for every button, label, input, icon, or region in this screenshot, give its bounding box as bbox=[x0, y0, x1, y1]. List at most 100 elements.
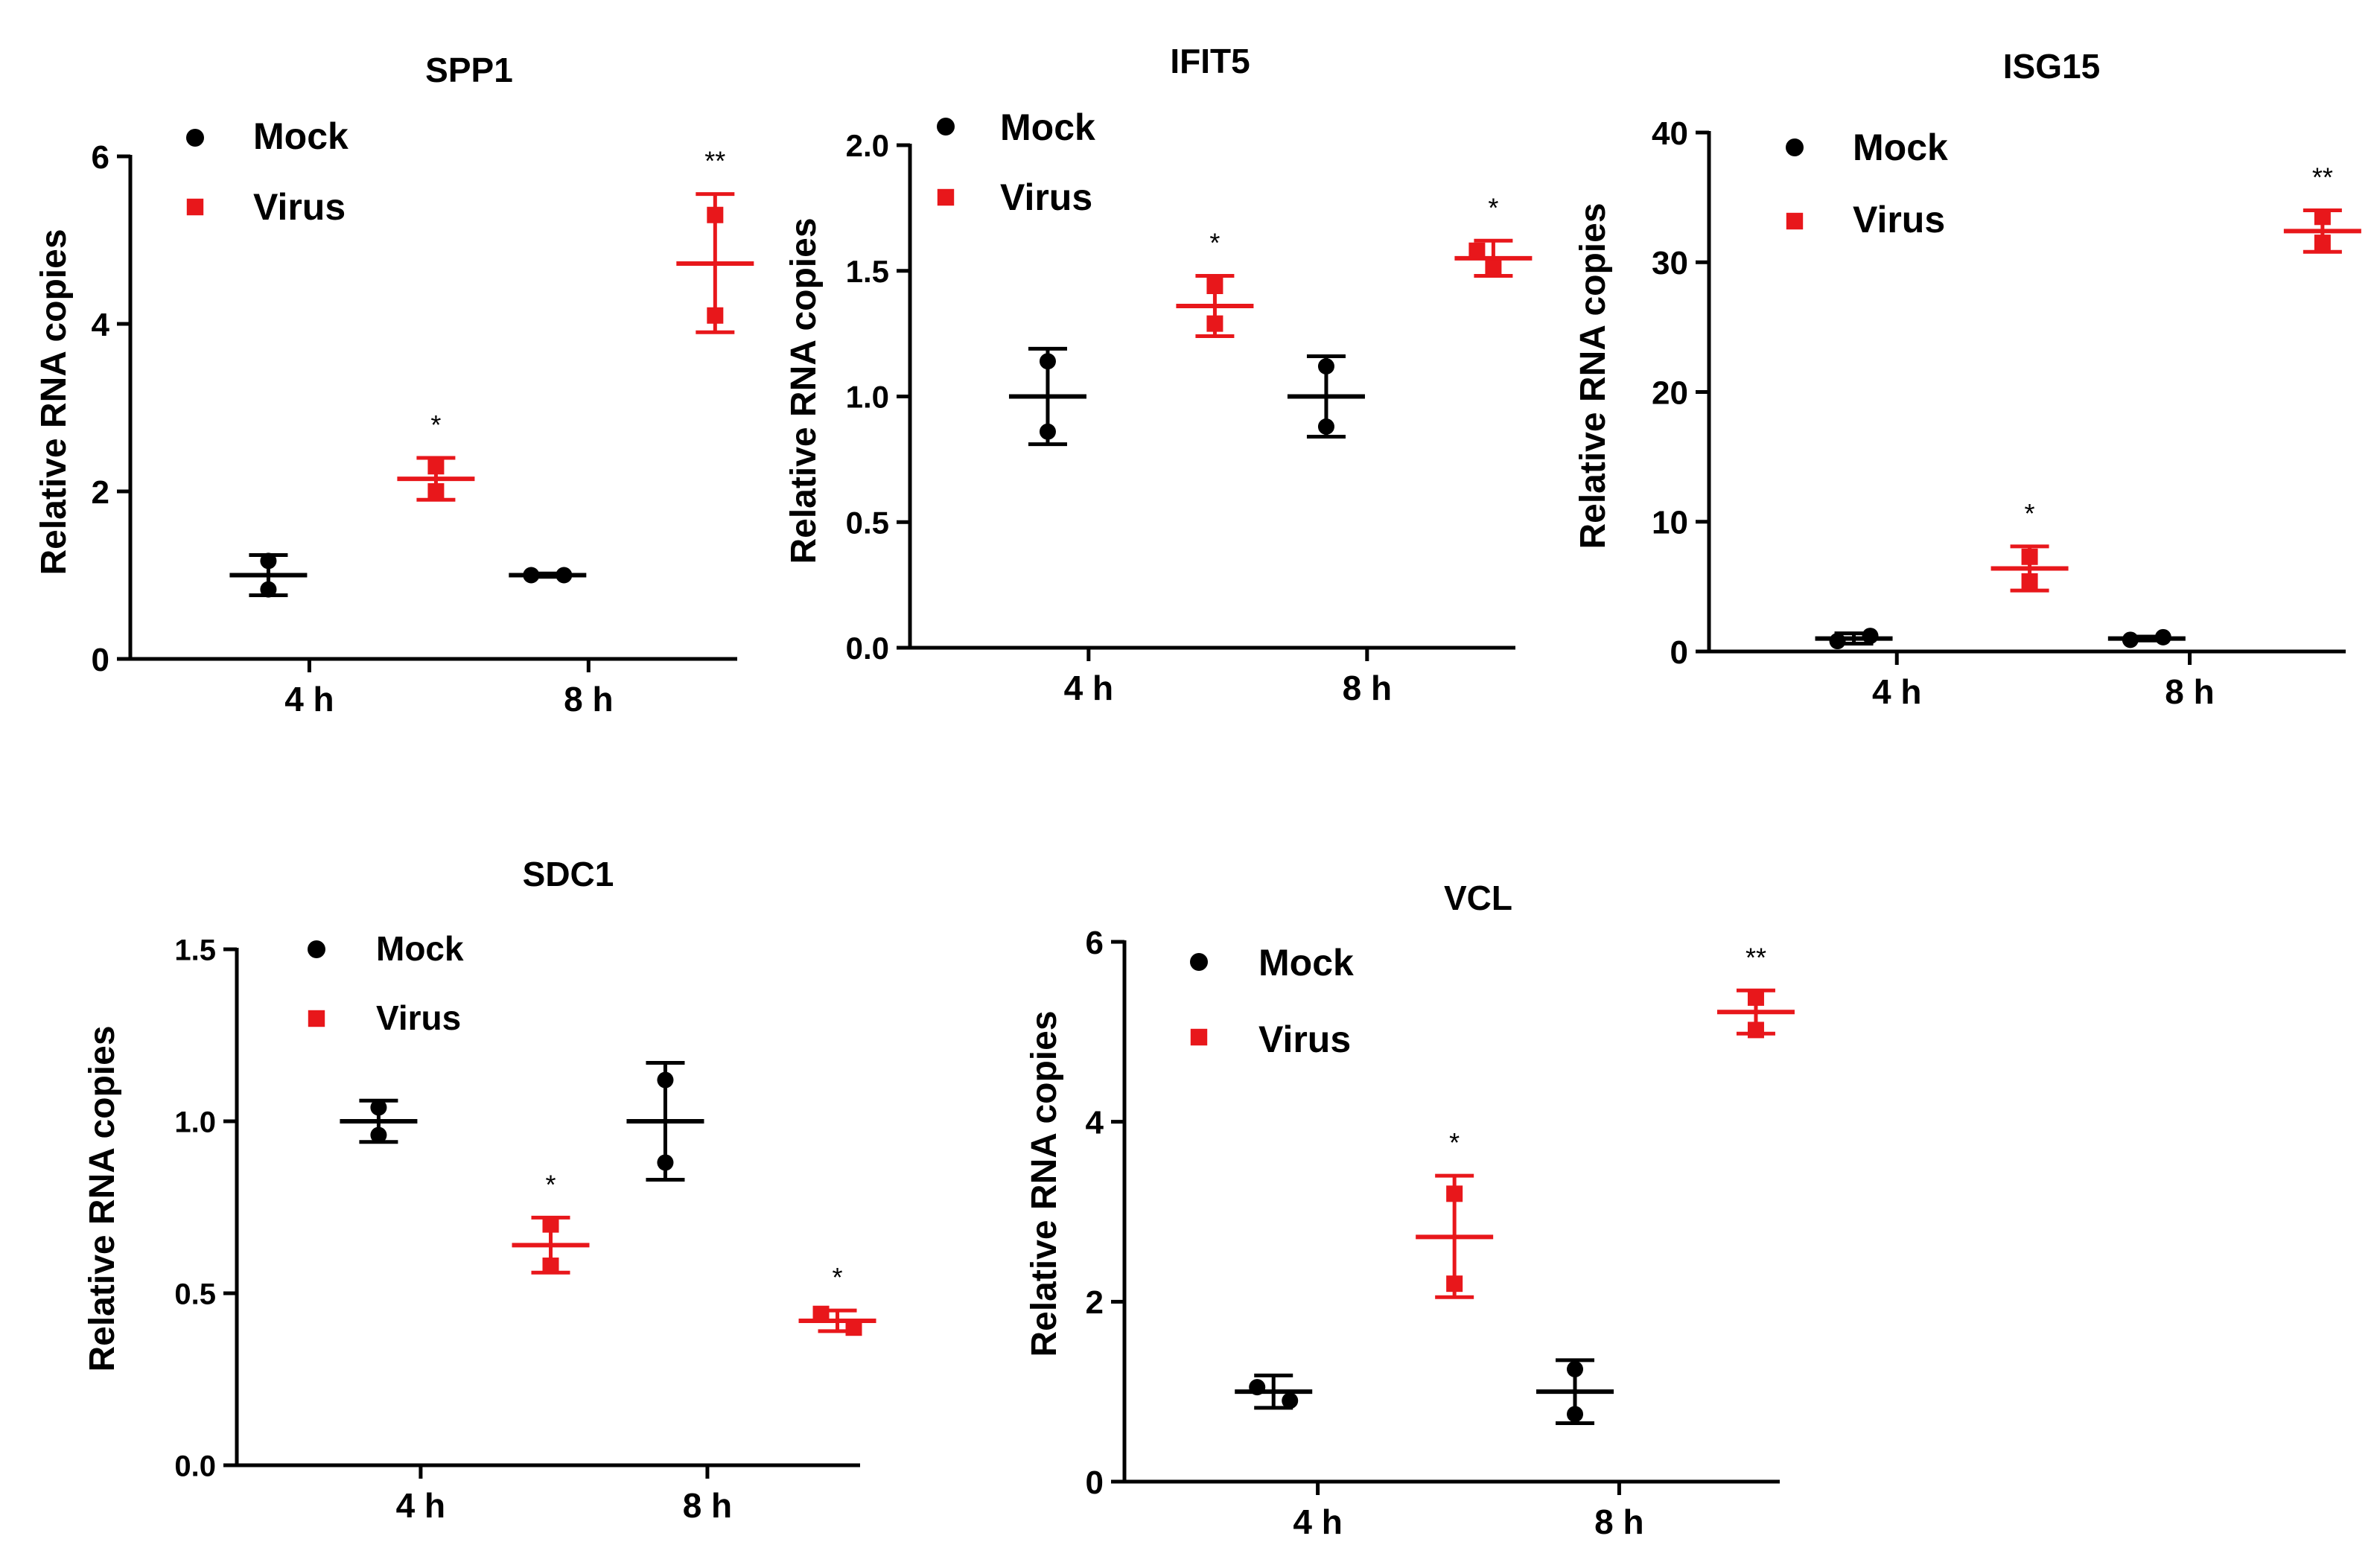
data-point bbox=[1039, 423, 1056, 440]
legend-label-mock: Mock bbox=[1853, 127, 1948, 168]
data-point bbox=[1747, 1022, 1764, 1039]
y-axis-label: Relative RNA copies bbox=[784, 217, 824, 564]
y-tick-label: 10 bbox=[1652, 505, 1688, 541]
significance-label: * bbox=[1488, 192, 1498, 223]
data-point bbox=[1446, 1275, 1463, 1293]
panel-isg15: ISG15 Relative RNA copies Mock Virus 0 10… bbox=[1573, 47, 2361, 711]
legend-label-virus: Virus bbox=[1258, 1019, 1351, 1060]
y-tick-label: 0.0 bbox=[846, 631, 889, 666]
y-tick-label: 1.0 bbox=[846, 380, 889, 415]
data-point bbox=[542, 1258, 559, 1275]
y-tick-label: 6 bbox=[92, 139, 109, 176]
data-point bbox=[1829, 633, 1846, 650]
x-tick-label: 8 h bbox=[683, 1486, 732, 1525]
panel-title: ISG15 bbox=[2003, 47, 2100, 86]
y-tick-label: 30 bbox=[1652, 245, 1688, 281]
legend-marker-mock bbox=[308, 940, 325, 958]
data-point bbox=[523, 567, 540, 584]
data-point bbox=[812, 1305, 830, 1322]
panel-title: IFIT5 bbox=[1170, 42, 1250, 80]
x-tick-label: 8 h bbox=[564, 680, 613, 718]
data-point bbox=[1282, 1392, 1299, 1409]
data-point bbox=[1862, 628, 1879, 645]
y-tick-label: 0.5 bbox=[174, 1278, 216, 1310]
data-point bbox=[657, 1071, 674, 1089]
panel-spp1: SPP1 Relative RNA copies Mock Virus 0 2 4 6… bbox=[34, 51, 754, 718]
data-point bbox=[370, 1099, 387, 1116]
x-tick-label: 8 h bbox=[2165, 672, 2214, 711]
y-tick-label: 4 bbox=[92, 307, 110, 343]
significance-label: * bbox=[545, 1169, 556, 1199]
x-tick-label: 4 h bbox=[1064, 669, 1113, 707]
y-tick-label: 0 bbox=[1670, 634, 1688, 671]
legend-label-mock: Mock bbox=[376, 929, 464, 968]
data-point bbox=[427, 458, 445, 475]
panel-vcl: VCL Relative RNA copies Mock Virus 0 2 4 6 4… bbox=[1025, 879, 1795, 1541]
legend-label-mock: Mock bbox=[1258, 942, 1354, 984]
y-tick-label: 40 bbox=[1652, 115, 1688, 152]
legend-label-virus: Virus bbox=[253, 186, 346, 228]
data-point bbox=[2122, 631, 2139, 648]
panel-title: VCL bbox=[1444, 879, 1512, 917]
data-point bbox=[2154, 628, 2171, 646]
data-point bbox=[542, 1216, 559, 1233]
data-point bbox=[1567, 1360, 1584, 1377]
legend-marker-mock bbox=[1786, 138, 1804, 156]
legend-label-mock: Mock bbox=[253, 115, 349, 157]
y-tick-label: 1.5 bbox=[846, 254, 889, 289]
legend-marker-virus bbox=[308, 1010, 325, 1027]
panel-title: SDC1 bbox=[523, 855, 614, 893]
data-point bbox=[1317, 358, 1334, 375]
legend-marker-virus bbox=[937, 188, 955, 206]
legend-label-virus: Virus bbox=[1853, 199, 1945, 240]
x-tick-label: 4 h bbox=[1872, 672, 1921, 711]
data-point bbox=[2314, 208, 2331, 226]
y-axis-label: Relative RNA copies bbox=[1025, 1010, 1064, 1357]
x-tick-label: 4 h bbox=[1293, 1502, 1342, 1541]
x-tick-label: 4 h bbox=[284, 680, 334, 718]
data-point bbox=[657, 1154, 674, 1171]
significance-label: ** bbox=[704, 146, 725, 176]
significance-label: * bbox=[430, 409, 441, 440]
data-point bbox=[1206, 278, 1223, 294]
y-tick-label: 0 bbox=[1086, 1465, 1104, 1501]
data-point bbox=[2021, 573, 2038, 590]
data-point bbox=[1317, 418, 1334, 435]
significance-label: ** bbox=[2312, 162, 2333, 193]
legend-marker-mock bbox=[1190, 953, 1208, 971]
data-point bbox=[1747, 989, 1764, 1006]
panel-title: SPP1 bbox=[425, 51, 513, 89]
y-tick-label: 4 bbox=[1086, 1105, 1104, 1141]
legend-label-virus: Virus bbox=[376, 998, 461, 1037]
y-tick-label: 0.5 bbox=[846, 505, 889, 540]
x-tick-label: 8 h bbox=[1594, 1502, 1643, 1541]
legend-marker-virus bbox=[1786, 212, 1804, 230]
y-tick-label: 2.0 bbox=[846, 128, 889, 163]
legend-label-mock: Mock bbox=[1000, 106, 1095, 148]
significance-label: * bbox=[1209, 228, 1220, 258]
y-tick-label: 20 bbox=[1652, 375, 1688, 411]
y-axis-label: Relative RNA copies bbox=[1573, 203, 1613, 549]
y-tick-label: 1.5 bbox=[174, 934, 216, 966]
data-point bbox=[260, 581, 277, 598]
x-tick-label: 8 h bbox=[1343, 669, 1392, 707]
data-point bbox=[1039, 353, 1056, 370]
x-tick-label: 4 h bbox=[396, 1486, 445, 1525]
legend-marker-mock bbox=[937, 118, 955, 136]
legend-marker-mock bbox=[186, 129, 204, 147]
data-point bbox=[707, 206, 724, 223]
data-point bbox=[427, 483, 445, 500]
y-tick-label: 2 bbox=[1086, 1284, 1104, 1321]
legend-marker-virus bbox=[1190, 1028, 1208, 1046]
data-point bbox=[556, 567, 573, 584]
data-point bbox=[1485, 260, 1502, 277]
y-axis-label: Relative RNA copies bbox=[34, 229, 74, 575]
significance-label: * bbox=[1449, 1127, 1460, 1158]
y-axis-label: Relative RNA copies bbox=[83, 1025, 122, 1371]
y-tick-label: 0.0 bbox=[174, 1450, 216, 1482]
y-tick-label: 6 bbox=[1086, 925, 1104, 961]
data-point bbox=[2021, 548, 2038, 565]
data-point bbox=[1206, 315, 1223, 332]
significance-label: ** bbox=[1746, 942, 1766, 972]
